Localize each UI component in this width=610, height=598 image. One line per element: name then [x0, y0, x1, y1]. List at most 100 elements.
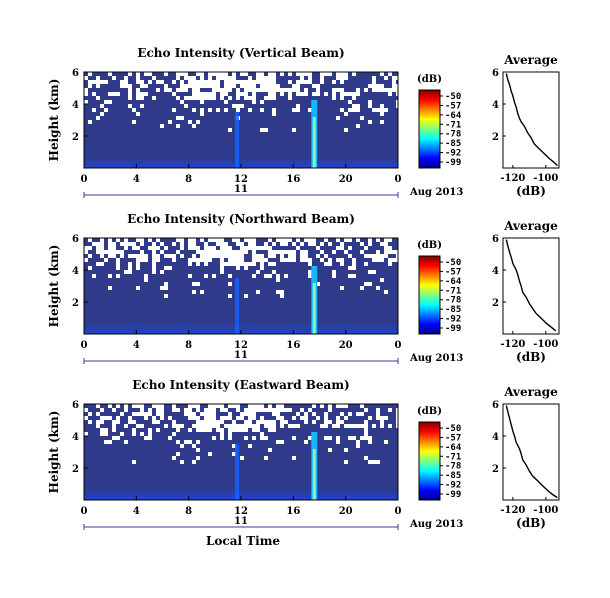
no-data-cell [228, 84, 232, 88]
no-data-cell [204, 420, 208, 424]
no-data-cell [248, 96, 252, 100]
no-data-cell [196, 80, 200, 84]
no-data-speckles [84, 238, 400, 298]
no-data-cell [380, 112, 384, 116]
no-data-cell [248, 420, 252, 424]
no-data-cell [192, 290, 196, 294]
no-data-cell [84, 76, 88, 80]
no-data-cell [344, 112, 348, 116]
no-data-cell [252, 250, 256, 254]
no-data-cell [344, 416, 348, 420]
no-data-cell [372, 76, 376, 80]
no-data-cell [328, 258, 332, 262]
x-tick-label: 0 [81, 174, 88, 185]
no-data-cell [364, 456, 368, 460]
no-data-cell [184, 96, 188, 100]
no-data-cell [256, 80, 260, 84]
no-data-cell [116, 262, 120, 266]
no-data-cell [200, 84, 204, 88]
colorbar-unit-label: (dB) [417, 406, 442, 417]
no-data-cell [96, 116, 100, 120]
x-tick-label: 16 [286, 174, 300, 185]
no-data-cell [244, 84, 248, 88]
no-data-cell [140, 96, 144, 100]
average-y-tick-label: 2 [492, 298, 499, 309]
no-data-cell [292, 88, 296, 92]
no-data-cell [192, 88, 196, 92]
no-data-cell [156, 80, 160, 84]
no-data-cell [244, 250, 248, 254]
no-data-cell [196, 408, 200, 412]
colorbar-tick-label: -50 [445, 92, 461, 102]
no-data-cell [340, 80, 344, 84]
x-tick-label: 16 [286, 506, 300, 517]
no-data-cell [292, 108, 296, 112]
no-data-cell [280, 88, 284, 92]
no-data-cell [164, 266, 168, 270]
no-data-cell [124, 424, 128, 428]
no-data-cell [228, 428, 232, 432]
no-data-cell [96, 420, 100, 424]
no-data-cell [232, 258, 236, 262]
no-data-cell [268, 250, 272, 254]
no-data-cell [212, 246, 216, 250]
no-data-cell [348, 100, 352, 104]
no-data-cell [172, 254, 176, 258]
no-data-cell [256, 270, 260, 274]
no-data-cell [352, 274, 356, 278]
no-data-cell [264, 246, 268, 250]
no-data-cell [272, 420, 276, 424]
no-data-cell [196, 404, 200, 408]
no-data-cell [376, 412, 380, 416]
no-data-cell [276, 278, 280, 282]
no-data-cell [276, 88, 280, 92]
no-data-cell [232, 72, 236, 76]
no-data-cell [140, 104, 144, 108]
no-data-cell [148, 432, 152, 436]
no-data-cell [348, 274, 352, 278]
no-data-cell [220, 428, 224, 432]
no-data-cell [100, 432, 104, 436]
no-data-cell [128, 104, 132, 108]
no-data-cell [164, 254, 168, 258]
no-data-cell [204, 412, 208, 416]
no-data-cell [268, 428, 272, 432]
no-data-cell [184, 84, 188, 88]
no-data-cell [224, 72, 228, 76]
no-data-cell [260, 84, 264, 88]
no-data-cell [216, 72, 220, 76]
no-data-cell [112, 92, 116, 96]
no-data-cell [320, 404, 324, 408]
no-data-cell [244, 72, 248, 76]
no-data-cell [368, 100, 372, 104]
no-data-cell [168, 266, 172, 270]
no-data-cell [184, 104, 188, 108]
no-data-cell [200, 428, 204, 432]
no-data-cell [96, 262, 100, 266]
no-data-cell [124, 80, 128, 84]
no-data-cell [200, 258, 204, 262]
no-data-cell [364, 246, 368, 250]
no-data-cell [208, 258, 212, 262]
no-data-cell [232, 238, 236, 242]
no-data-cell [116, 420, 120, 424]
no-data-cell [216, 88, 220, 92]
no-data-cell [244, 424, 248, 428]
no-data-cell [216, 404, 220, 408]
no-data-cell [332, 80, 336, 84]
no-data-cell [84, 92, 88, 96]
no-data-cell [248, 262, 252, 266]
no-data-cell [296, 238, 300, 242]
no-data-cell [252, 92, 256, 96]
no-data-cell [156, 258, 160, 262]
no-data-cell [388, 262, 392, 266]
no-data-cell [208, 76, 212, 80]
no-data-cell [344, 128, 348, 132]
no-data-cell [356, 108, 360, 112]
no-data-cell [236, 104, 240, 108]
no-data-cell [256, 88, 260, 92]
no-data-cell [220, 88, 224, 92]
no-data-cell [192, 84, 196, 88]
no-data-cell [272, 96, 276, 100]
average-x-tick-label: -120 [500, 339, 525, 350]
